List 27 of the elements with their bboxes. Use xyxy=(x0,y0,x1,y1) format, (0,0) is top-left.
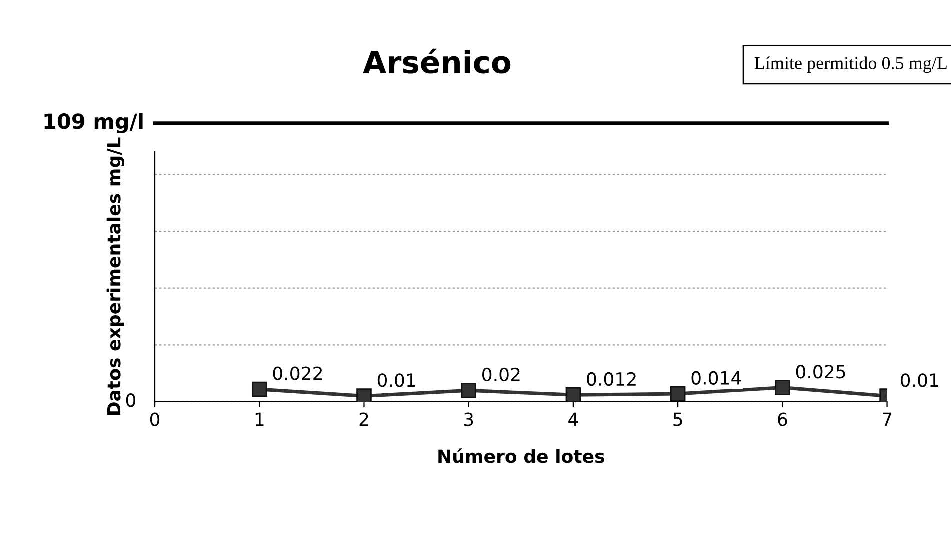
text: 0 xyxy=(126,394,136,408)
x-tick-label: 4 xyxy=(568,412,578,426)
x-tick-label: 2 xyxy=(360,412,368,426)
data-label: 0.012 xyxy=(587,372,636,386)
data-label: 0.01 xyxy=(378,374,416,388)
point xyxy=(775,380,790,396)
x-tick-label: 0 xyxy=(150,412,160,426)
x-axis-title: Número de lotes xyxy=(438,448,604,464)
data-label: 0.02 xyxy=(482,368,520,382)
x-tick-label: 1 xyxy=(256,412,264,426)
y-axis-title: Datos experimentales mg/L xyxy=(106,138,124,416)
chart-title: Arsénico xyxy=(363,48,511,74)
point xyxy=(356,388,372,402)
data-label: 0.01 xyxy=(900,374,938,388)
x-tick-label: 3 xyxy=(464,412,474,426)
x-tick-label: 5 xyxy=(674,412,682,426)
point xyxy=(670,386,686,402)
point xyxy=(461,382,476,398)
point xyxy=(566,388,582,402)
point xyxy=(252,382,268,398)
data-label: 0.025 xyxy=(796,365,846,379)
data-label: 0.022 xyxy=(273,366,322,380)
x-tick-label: 6 xyxy=(778,412,788,426)
data-label: 0.014 xyxy=(692,371,742,385)
text: 109 mg/l xyxy=(44,113,143,134)
text: Límite permitido 0.5 mg/L xyxy=(754,56,947,74)
x-tick-label: 7 xyxy=(883,412,892,426)
